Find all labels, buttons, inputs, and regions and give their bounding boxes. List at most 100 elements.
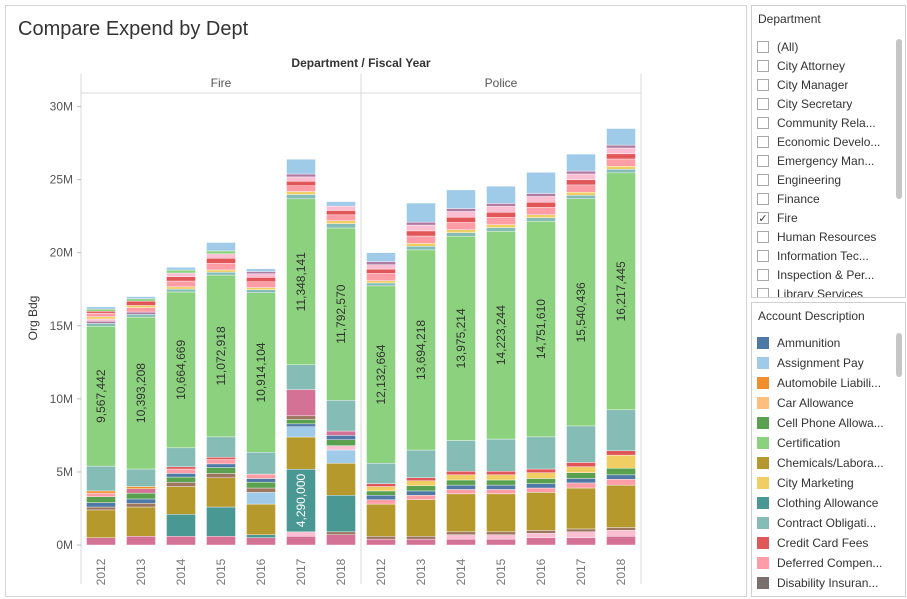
panel-label: Fire xyxy=(211,76,232,90)
department-option-label: Inspection & Per... xyxy=(777,267,875,282)
checkbox[interactable] xyxy=(757,268,769,281)
legend-item[interactable]: Contract Obligati... xyxy=(757,513,891,533)
department-option[interactable]: Emergency Man... xyxy=(757,151,891,170)
legend-item[interactable]: Disability Insuran... xyxy=(757,573,891,593)
checkbox[interactable] xyxy=(757,135,769,148)
department-option-label: Emergency Man... xyxy=(777,153,875,168)
bar-segment xyxy=(366,536,396,540)
bar-segment xyxy=(526,537,556,546)
legend-label: Certification xyxy=(777,436,841,450)
checkbox[interactable] xyxy=(757,192,769,205)
bar-segment xyxy=(246,537,276,546)
checkbox[interactable] xyxy=(757,40,769,53)
checkbox[interactable] xyxy=(757,59,769,72)
bar-segment xyxy=(406,202,436,223)
bar-segment xyxy=(86,465,116,492)
legend-item[interactable]: Chemicals/Labora... xyxy=(757,453,891,473)
bar-segment xyxy=(206,506,236,537)
legend-item[interactable]: Credit Card Fees xyxy=(757,533,891,553)
legend-item[interactable]: Clothing Allowance xyxy=(757,493,891,513)
department-option[interactable]: ✓ Fire xyxy=(757,208,891,227)
department-option[interactable]: Community Rela... xyxy=(757,113,891,132)
legend-item[interactable]: Automobile Liabili... xyxy=(757,373,891,393)
legend-item[interactable]: Ammunition xyxy=(757,333,891,353)
legend-label: Car Allowance xyxy=(777,396,854,410)
bar-segment xyxy=(126,506,156,537)
bar-segment xyxy=(566,194,596,200)
department-option[interactable]: Human Resources xyxy=(757,227,891,246)
bar-segment xyxy=(366,495,396,500)
checked-checkbox[interactable]: ✓ xyxy=(757,211,769,225)
bar-segment xyxy=(366,499,396,505)
legend-item[interactable]: Certification xyxy=(757,433,891,453)
checkbox[interactable] xyxy=(757,173,769,186)
bar-segment xyxy=(86,490,116,494)
bar-segment xyxy=(486,231,516,440)
bar-segment xyxy=(526,492,556,531)
chart-panel: Compare Expend by Dept Department / Fisc… xyxy=(5,5,747,597)
bar-segment xyxy=(326,400,356,432)
legend-item[interactable]: City Marketing xyxy=(757,473,891,493)
legend-item[interactable]: Assignment Pay xyxy=(757,353,891,373)
department-option[interactable]: Economic Develo... xyxy=(757,132,891,151)
bar-segment xyxy=(246,273,276,278)
legend-label: Ammunition xyxy=(777,336,841,350)
bar-segment xyxy=(86,506,116,511)
department-option[interactable]: Information Tec... xyxy=(757,246,891,265)
department-option[interactable]: City Attorney xyxy=(757,56,891,75)
bar-segment xyxy=(286,159,316,175)
department-option[interactable]: Library Services xyxy=(757,284,891,297)
legend-item[interactable]: Cell Phone Allowa... xyxy=(757,413,891,433)
bar-segment xyxy=(246,481,276,489)
legend-label: Automobile Liabili... xyxy=(777,376,882,390)
legend-swatch xyxy=(757,417,769,429)
bar-segment xyxy=(486,217,516,225)
checkbox[interactable] xyxy=(757,116,769,129)
department-option-label: (All) xyxy=(777,39,799,54)
bar-segment xyxy=(606,166,636,170)
bar-segment xyxy=(246,281,276,288)
checkbox[interactable] xyxy=(757,78,769,91)
bar-segment xyxy=(326,531,356,535)
certification-value-label: 10,664,669 xyxy=(174,340,188,400)
bar-segment xyxy=(446,217,476,223)
bar-segment xyxy=(406,477,436,481)
checkbox[interactable] xyxy=(757,249,769,262)
legend-item[interactable]: Car Allowance xyxy=(757,393,891,413)
bar-segment xyxy=(446,479,476,486)
bar-segment xyxy=(606,168,636,174)
bar-segment xyxy=(326,430,356,436)
bar-segment xyxy=(326,205,356,211)
certification-value-label: 13,975,214 xyxy=(454,308,468,368)
department-option[interactable]: (All) xyxy=(757,37,891,56)
department-option-label: Finance xyxy=(777,191,820,206)
bar-segment xyxy=(326,534,356,546)
bar-segment xyxy=(246,452,276,475)
legend-scrollbar[interactable] xyxy=(896,333,902,377)
bar-segment xyxy=(606,144,636,149)
checkbox[interactable] xyxy=(757,154,769,167)
stacked-bar-chart: Department / Fiscal Year Fire Police 0M 5M 10… xyxy=(26,56,642,585)
bar-segment xyxy=(326,462,356,496)
x-tick-label: 2015 xyxy=(214,558,228,585)
department-option[interactable]: City Manager xyxy=(757,75,891,94)
department-option[interactable]: Engineering xyxy=(757,170,891,189)
checkbox[interactable] xyxy=(757,97,769,110)
x-tick-label: 2017 xyxy=(574,558,588,585)
department-option[interactable]: Finance xyxy=(757,189,891,208)
bar-segment xyxy=(606,147,636,155)
bar-segment xyxy=(246,478,276,483)
legend-item[interactable]: Deferred Compen... xyxy=(757,553,891,573)
department-option-label: Engineering xyxy=(777,172,842,187)
bar-segment xyxy=(526,530,556,534)
department-option[interactable]: Inspection & Per... xyxy=(757,265,891,284)
legend-label: Assignment Pay xyxy=(777,356,864,370)
bar-segment xyxy=(286,194,316,200)
department-scrollbar[interactable] xyxy=(896,39,902,199)
checkbox[interactable] xyxy=(757,287,769,297)
checkbox[interactable] xyxy=(757,230,769,243)
x-tick-label: 2014 xyxy=(454,558,468,585)
department-option[interactable]: City Secretary xyxy=(757,94,891,113)
clothing-allowance-label: 4,290,000 xyxy=(294,473,308,527)
x-tick-label: 2016 xyxy=(254,558,268,585)
